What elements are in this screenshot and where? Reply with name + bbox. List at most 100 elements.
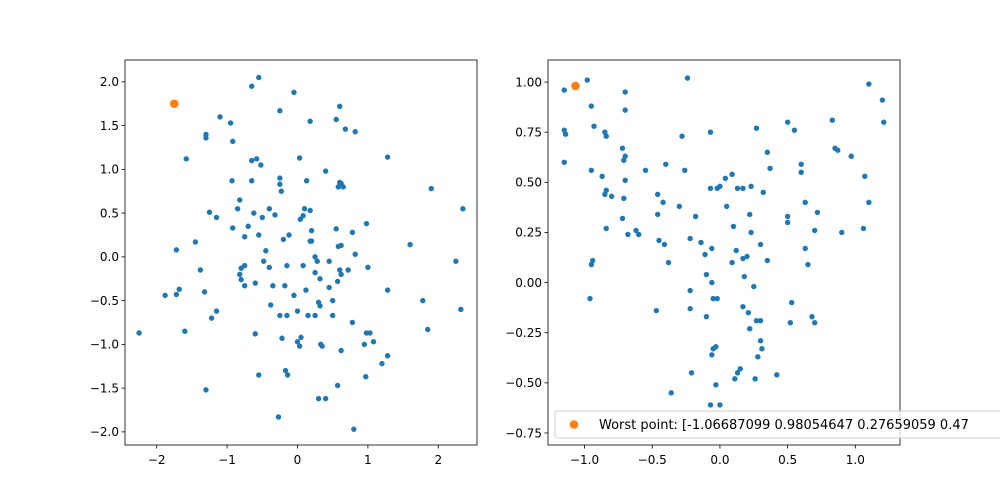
data-point-75 <box>698 239 704 246</box>
data-point-51 <box>460 206 466 212</box>
data-point-48 <box>333 226 339 232</box>
data-point-10 <box>622 107 628 113</box>
data-point-40 <box>206 209 213 215</box>
data-point-58 <box>625 231 631 238</box>
data-point-65 <box>747 211 753 218</box>
data-point-137 <box>351 426 357 432</box>
data-point-102 <box>753 317 760 324</box>
data-point-91 <box>729 259 735 266</box>
data-point-73 <box>300 262 306 269</box>
data-point-11 <box>230 138 236 145</box>
data-point-3 <box>622 89 628 95</box>
data-point-0 <box>561 87 567 93</box>
data-point-83 <box>757 241 764 248</box>
data-point-107 <box>812 319 818 326</box>
data-point-84 <box>764 257 771 264</box>
data-point-66 <box>453 258 459 264</box>
data-point-96 <box>687 305 693 312</box>
data-point-83 <box>176 286 182 292</box>
data-point-117 <box>318 341 324 348</box>
data-point-23 <box>303 178 310 184</box>
data-point-42 <box>251 210 257 216</box>
x-tick-label: −0.5 <box>638 453 667 467</box>
data-point-44 <box>707 185 714 192</box>
data-point-89 <box>282 283 288 289</box>
data-point-99 <box>714 295 720 302</box>
data-point-0 <box>256 74 262 81</box>
data-point-74 <box>314 258 320 264</box>
data-point-19 <box>384 154 391 160</box>
data-point-33 <box>272 212 278 218</box>
data-point-25 <box>829 117 836 123</box>
data-point-31 <box>798 169 804 175</box>
data-point-53 <box>173 247 180 253</box>
data-point-53 <box>767 165 773 171</box>
data-point-86 <box>805 261 811 268</box>
data-point-104 <box>305 312 311 319</box>
data-point-72 <box>661 241 668 248</box>
data-point-13 <box>352 129 358 135</box>
data-point-57 <box>603 225 609 232</box>
x-tick-label: −1.0 <box>570 453 599 467</box>
data-point-102 <box>284 312 290 319</box>
data-point-43 <box>660 199 666 206</box>
data-point-36 <box>866 199 872 206</box>
data-point-47 <box>722 175 729 182</box>
data-point-28 <box>881 119 887 125</box>
data-point-2 <box>291 89 297 96</box>
data-point-101 <box>745 309 752 316</box>
data-point-119 <box>361 341 368 348</box>
data-point-11 <box>619 145 626 151</box>
data-point-96 <box>420 297 426 304</box>
axes-frame <box>547 59 901 446</box>
data-point-97 <box>201 289 208 295</box>
data-point-63 <box>692 213 699 220</box>
y-tick-label: 1.5 <box>100 119 119 133</box>
x-tick-label: 1 <box>364 453 372 467</box>
data-point-34 <box>848 153 854 159</box>
data-point-17 <box>642 167 649 173</box>
data-point-56 <box>280 236 287 243</box>
data-point-90 <box>709 279 715 286</box>
data-point-61 <box>407 241 413 248</box>
data-point-122 <box>370 339 377 345</box>
series-1 <box>169 99 179 109</box>
data-point-28 <box>338 180 344 187</box>
y-tick-label: −2.0 <box>90 425 119 439</box>
data-point-41 <box>213 214 220 221</box>
data-point-74 <box>687 235 693 242</box>
y-tick-label: 0.25 <box>515 226 542 240</box>
data-point-52 <box>760 189 766 196</box>
y-tick-label: −0.25 <box>505 326 542 340</box>
data-point-127 <box>298 334 304 341</box>
data-point-1 <box>584 77 590 83</box>
data-point-14 <box>561 159 567 165</box>
data-point-80 <box>740 255 746 262</box>
data-point-32 <box>266 206 273 212</box>
data-point-29 <box>764 149 771 155</box>
data-point-67 <box>784 219 791 226</box>
data-point-20 <box>229 178 235 184</box>
data-point-97 <box>703 313 710 320</box>
data-point-68 <box>812 227 818 234</box>
data-point-10 <box>203 135 209 141</box>
data-point-60 <box>352 251 358 257</box>
worst-point <box>169 99 179 109</box>
data-point-101 <box>277 312 283 319</box>
data-point-69 <box>839 229 845 236</box>
data-point-63 <box>312 254 318 260</box>
data-point-59 <box>633 227 639 234</box>
data-point-136 <box>275 414 282 420</box>
data-point-33 <box>835 147 841 153</box>
data-point-35 <box>862 173 868 179</box>
data-point-8 <box>603 133 609 139</box>
data-point-109 <box>349 319 356 326</box>
data-point-133 <box>203 387 209 393</box>
data-point-44 <box>230 225 236 231</box>
y-tick-label: 0.5 <box>100 206 119 220</box>
data-point-49 <box>734 185 741 192</box>
data-point-70 <box>860 225 867 232</box>
data-point-94 <box>587 295 593 302</box>
data-point-123 <box>668 390 674 396</box>
data-point-4 <box>227 120 234 126</box>
